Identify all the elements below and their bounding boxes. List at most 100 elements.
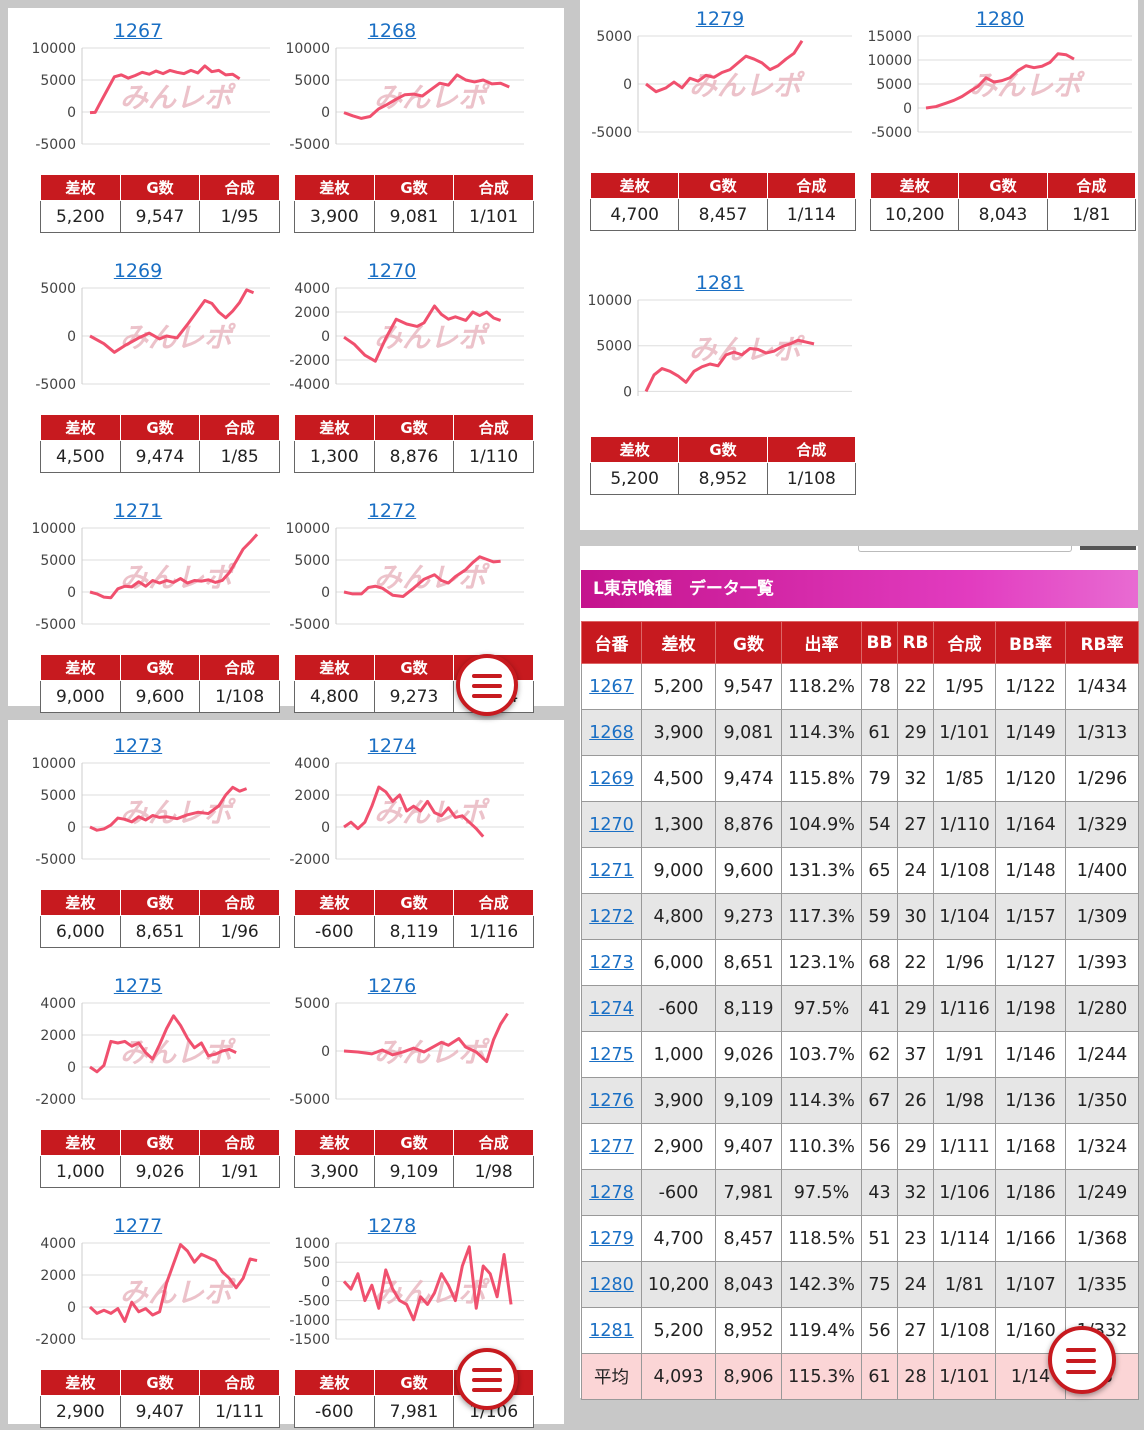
summary-header: G数 bbox=[678, 172, 768, 199]
summary-value: 8,876 bbox=[373, 440, 455, 473]
summary-table: 差枚 G数 合成 6,000 8,651 1/96 bbox=[40, 889, 280, 948]
table-cell: 8,876 bbox=[715, 801, 782, 848]
summary-header: 合成 bbox=[453, 414, 534, 441]
machine-link[interactable]: 1278 bbox=[581, 1169, 642, 1216]
table-cell: 56 bbox=[861, 1123, 898, 1170]
machine-id-link[interactable]: 1277 bbox=[113, 1215, 163, 1237]
summary-value: 1/98 bbox=[453, 1155, 534, 1188]
y-tick-label: -5000 bbox=[35, 852, 76, 867]
table-row: 1275 1,000 9,026 103.7% 62 37 1/91 1/146 1/244 bbox=[581, 1031, 1139, 1078]
machine-link[interactable]: 1275 bbox=[581, 1031, 642, 1078]
machine-link[interactable]: 1281 bbox=[581, 1307, 642, 1354]
table-cell: 1/350 bbox=[1065, 1077, 1139, 1124]
machine-link[interactable]: 1271 bbox=[581, 847, 642, 894]
summary-header: G数 bbox=[119, 654, 201, 681]
table-cell: 114.3% bbox=[781, 1077, 862, 1124]
table-cell: 51 bbox=[861, 1215, 898, 1262]
menu-button[interactable] bbox=[456, 1348, 518, 1410]
table-cell: 1/85 bbox=[933, 755, 996, 802]
average-cell: 1/101 bbox=[933, 1353, 996, 1400]
y-tick-label: 1000 bbox=[294, 1237, 330, 1252]
machine-id-link[interactable]: 1268 bbox=[367, 20, 417, 42]
summary-value: 1/108 bbox=[199, 680, 280, 713]
column-header: 差枚 bbox=[641, 621, 716, 664]
summary-table: 差枚 G数 合成 4,700 8,457 1/114 bbox=[589, 172, 857, 231]
machine-id-link[interactable]: 1276 bbox=[367, 975, 417, 997]
watermark-logo: みんレポ bbox=[120, 81, 236, 114]
y-tick-label: 10000 bbox=[285, 522, 330, 537]
y-tick-label: 2000 bbox=[294, 788, 330, 804]
summary-value: 1/101 bbox=[453, 200, 534, 233]
table-cell: 24 bbox=[897, 1261, 934, 1308]
machine-id-link[interactable]: 1269 bbox=[113, 260, 163, 282]
machine-id-link[interactable]: 1281 bbox=[695, 272, 745, 294]
menu-button[interactable] bbox=[1048, 1326, 1116, 1394]
summary-header: 差枚 bbox=[40, 174, 121, 201]
machine-link[interactable]: 1276 bbox=[581, 1077, 642, 1124]
table-cell: 59 bbox=[861, 893, 898, 940]
table-cell: 1/111 bbox=[933, 1123, 996, 1170]
summary-value: 9,547 bbox=[119, 200, 201, 233]
machine-id-link[interactable]: 1274 bbox=[367, 735, 417, 757]
machine-id-link[interactable]: 1272 bbox=[367, 500, 417, 522]
table-title: L東京喰種 データ一覧 bbox=[581, 570, 1138, 608]
machine-id-link[interactable]: 1280 bbox=[975, 8, 1025, 30]
y-tick-label: -5000 bbox=[35, 377, 76, 392]
table-cell: 67 bbox=[861, 1077, 898, 1124]
table-cell: 131.3% bbox=[781, 847, 862, 894]
table-cell: 1/96 bbox=[933, 939, 996, 986]
table-cell: 119.4% bbox=[781, 1307, 862, 1354]
y-tick-label: 10000 bbox=[31, 42, 76, 57]
summary-value: 1/114 bbox=[766, 198, 857, 231]
summary-header: 差枚 bbox=[589, 172, 680, 199]
machine-link[interactable]: 1280 bbox=[581, 1261, 642, 1308]
summary-header: 合成 bbox=[766, 172, 857, 199]
table-cell: 1/110 bbox=[933, 801, 996, 848]
summary-table: 差枚 G数 合成 5,200 9,547 1/95 bbox=[40, 174, 280, 233]
machine-link[interactable]: 1277 bbox=[581, 1123, 642, 1170]
table-cell: 29 bbox=[897, 985, 934, 1032]
table-row: 1268 3,900 9,081 114.3% 61 29 1/101 1/149 1/313 bbox=[581, 709, 1139, 756]
summary-header: 合成 bbox=[1046, 172, 1137, 199]
machine-id-link[interactable]: 1279 bbox=[695, 8, 745, 30]
summary-header: 差枚 bbox=[294, 1129, 375, 1156]
machine-link[interactable]: 1268 bbox=[581, 709, 642, 756]
table-cell: 61 bbox=[861, 709, 898, 756]
menu-button[interactable] bbox=[456, 654, 518, 716]
table-cell: 3,900 bbox=[641, 709, 716, 756]
table-cell: 26 bbox=[897, 1077, 934, 1124]
summary-header: 差枚 bbox=[869, 172, 960, 199]
machine-link[interactable]: 1267 bbox=[581, 663, 642, 710]
series-line bbox=[89, 1014, 237, 1074]
summary-value: 1,300 bbox=[294, 440, 375, 473]
machine-link[interactable]: 1270 bbox=[581, 801, 642, 848]
y-tick-label: 0 bbox=[67, 329, 76, 345]
machine-link[interactable]: 1269 bbox=[581, 755, 642, 802]
machine-link[interactable]: 1279 bbox=[581, 1215, 642, 1262]
series-line bbox=[343, 1012, 509, 1064]
summary-header: 合成 bbox=[453, 174, 534, 201]
table-cell: 65 bbox=[861, 847, 898, 894]
table-cell: 4,700 bbox=[641, 1215, 716, 1262]
table-cell: -600 bbox=[641, 1169, 716, 1216]
summary-header: G数 bbox=[373, 414, 455, 441]
summary-header: 差枚 bbox=[40, 889, 121, 916]
column-header: BB率 bbox=[995, 621, 1066, 664]
table-cell: 1/335 bbox=[1065, 1261, 1139, 1308]
machine-id-link[interactable]: 1271 bbox=[113, 500, 163, 522]
machine-id-link[interactable]: 1273 bbox=[113, 735, 163, 757]
table-cell: 118.5% bbox=[781, 1215, 862, 1262]
machine-id-link[interactable]: 1270 bbox=[367, 260, 417, 282]
machine-id-link[interactable]: 1278 bbox=[367, 1215, 417, 1237]
table-cell: 32 bbox=[897, 755, 934, 802]
machine-id-link[interactable]: 1275 bbox=[113, 975, 163, 997]
machine-link[interactable]: 1273 bbox=[581, 939, 642, 986]
y-tick-label: 2000 bbox=[40, 1268, 76, 1284]
machine-id-link[interactable]: 1267 bbox=[113, 20, 163, 42]
watermark-logo: みんレポ bbox=[374, 561, 490, 594]
machine-link[interactable]: 1272 bbox=[581, 893, 642, 940]
table-cell: 9,273 bbox=[715, 893, 782, 940]
machine-link[interactable]: 1274 bbox=[581, 985, 642, 1032]
